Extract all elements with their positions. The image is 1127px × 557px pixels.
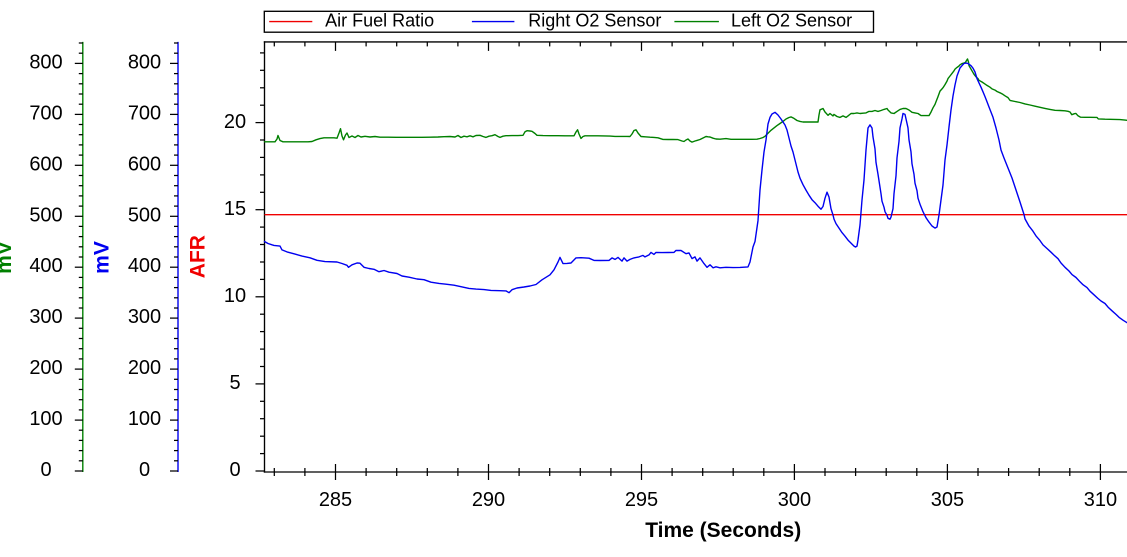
svg-text:100: 100 — [128, 408, 161, 430]
svg-text:10: 10 — [224, 285, 246, 307]
svg-text:290: 290 — [472, 489, 505, 511]
svg-text:15: 15 — [224, 198, 246, 220]
svg-text:400: 400 — [128, 255, 161, 277]
svg-text:500: 500 — [29, 204, 62, 226]
svg-text:300: 300 — [778, 489, 811, 511]
svg-text:0: 0 — [139, 459, 150, 481]
svg-text:Air Fuel Ratio: Air Fuel Ratio — [325, 11, 434, 31]
svg-text:100: 100 — [29, 408, 62, 430]
svg-text:305: 305 — [931, 489, 964, 511]
svg-text:Left O2 Sensor: Left O2 Sensor — [731, 11, 852, 31]
svg-text:200: 200 — [128, 357, 161, 379]
svg-text:800: 800 — [128, 51, 161, 73]
svg-text:Time (Seconds): Time (Seconds) — [645, 519, 801, 542]
svg-text:310: 310 — [1084, 489, 1117, 511]
svg-text:mV: mV — [0, 241, 16, 274]
svg-text:295: 295 — [625, 489, 658, 511]
svg-text:5: 5 — [229, 372, 240, 394]
svg-text:400: 400 — [29, 255, 62, 277]
svg-text:Right O2 Sensor: Right O2 Sensor — [528, 11, 661, 31]
svg-text:700: 700 — [128, 102, 161, 124]
svg-text:700: 700 — [29, 102, 62, 124]
svg-text:800: 800 — [29, 51, 62, 73]
svg-text:AFR: AFR — [186, 235, 209, 278]
svg-text:300: 300 — [29, 306, 62, 328]
svg-text:0: 0 — [40, 459, 51, 481]
svg-text:20: 20 — [224, 111, 246, 133]
svg-text:0: 0 — [229, 459, 240, 481]
svg-text:600: 600 — [128, 153, 161, 175]
svg-text:600: 600 — [29, 153, 62, 175]
svg-text:285: 285 — [319, 489, 352, 511]
svg-text:300: 300 — [128, 306, 161, 328]
svg-text:200: 200 — [29, 357, 62, 379]
svg-text:mV: mV — [91, 241, 114, 274]
svg-text:500: 500 — [128, 204, 161, 226]
